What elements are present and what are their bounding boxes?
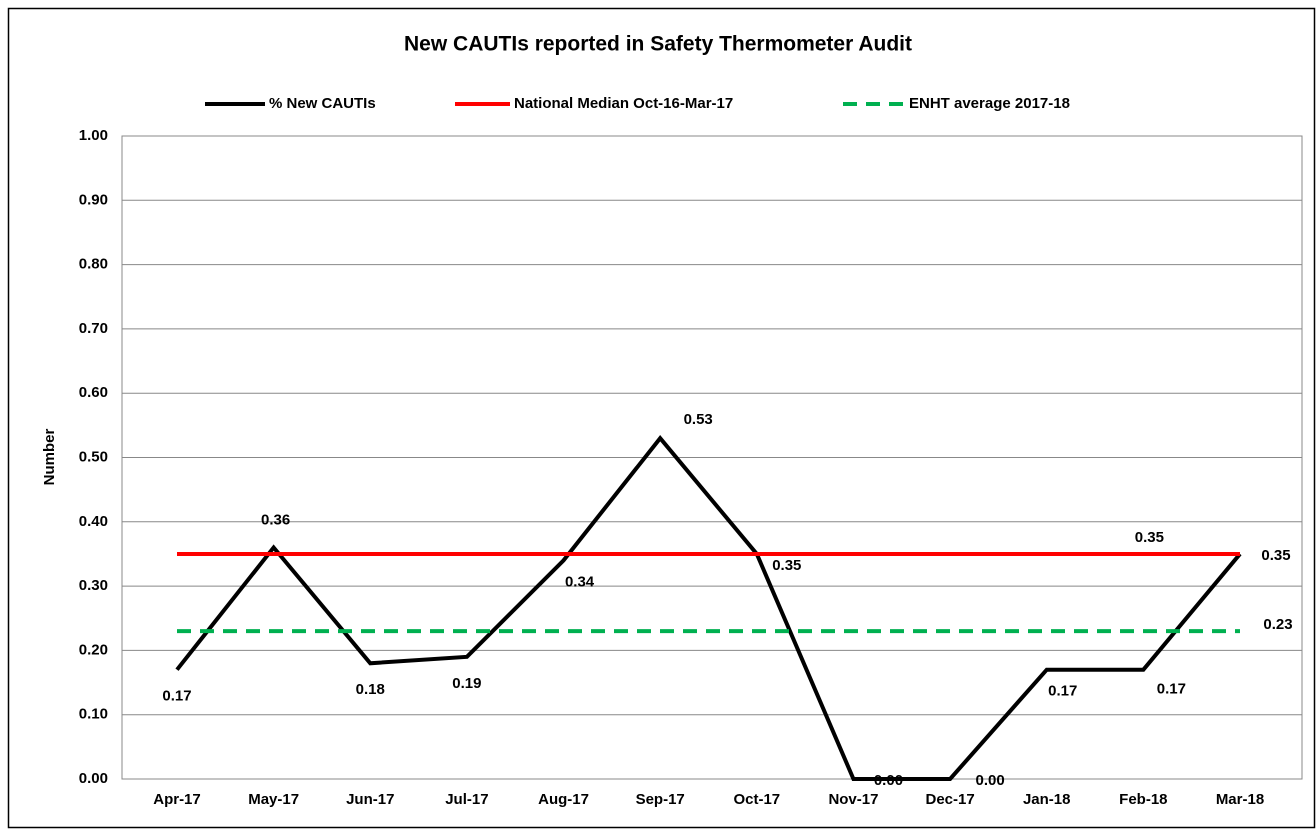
x-tick-label: Oct-17 [733, 791, 780, 808]
chart-border [7, 7, 1316, 829]
y-tick-label: 0.90 [79, 191, 108, 208]
x-tick-label: Sep-17 [636, 791, 685, 808]
data-label: 0.53 [684, 411, 713, 428]
x-tick-label: Jan-18 [1023, 791, 1071, 808]
legend-label: ENHT average 2017-18 [909, 95, 1070, 112]
series-line [175, 435, 1242, 781]
legend-label: National Median Oct-16-Mar-17 [514, 95, 733, 112]
y-tick-label: 0.00 [79, 770, 108, 787]
x-tick-label: Jun-17 [346, 791, 394, 808]
data-label: 0.34 [565, 573, 595, 590]
y-tick-label: 0.60 [79, 384, 108, 401]
y-tick-label: 1.00 [79, 127, 108, 144]
data-label: 0.23 [1263, 616, 1292, 633]
y-tick-label: 0.20 [79, 641, 108, 658]
x-tick-label: Feb-18 [1119, 791, 1167, 808]
x-tick-label: Jul-17 [445, 791, 488, 808]
y-tick-label: 0.70 [79, 320, 108, 337]
data-label: 0.18 [356, 681, 385, 698]
x-tick-label: Dec-17 [925, 791, 974, 808]
data-label: 0.00 [975, 772, 1004, 789]
data-label: 0.19 [452, 675, 481, 692]
x-tick-label: May-17 [248, 791, 299, 808]
y-tick-label: 0.40 [79, 513, 108, 530]
y-tick-label: 0.30 [79, 577, 108, 594]
data-label: 0.17 [1157, 681, 1186, 698]
y-tick-label: 0.50 [79, 448, 108, 465]
x-tick-label: Mar-18 [1216, 791, 1264, 808]
data-label: 0.35 [772, 557, 801, 574]
legend-label: % New CAUTIs [269, 95, 376, 112]
data-label: 0.36 [261, 511, 290, 528]
chart-title: New CAUTIs reported in Safety Thermomete… [404, 33, 912, 56]
y-tick-label: 0.10 [79, 706, 108, 723]
data-label: 0.35 [1135, 529, 1164, 546]
x-tick-label: Nov-17 [828, 791, 878, 808]
data-label: 0.17 [162, 688, 191, 705]
plot-frame [121, 135, 1303, 780]
y-tick-label: 0.80 [79, 256, 108, 273]
x-tick-label: Aug-17 [538, 791, 589, 808]
data-label: 0.17 [1048, 683, 1077, 700]
data-label: 0.00 [874, 772, 903, 789]
x-tick-label: Apr-17 [153, 791, 201, 808]
y-axis-label: Number [41, 429, 58, 486]
data-label: 0.35 [1261, 547, 1290, 564]
